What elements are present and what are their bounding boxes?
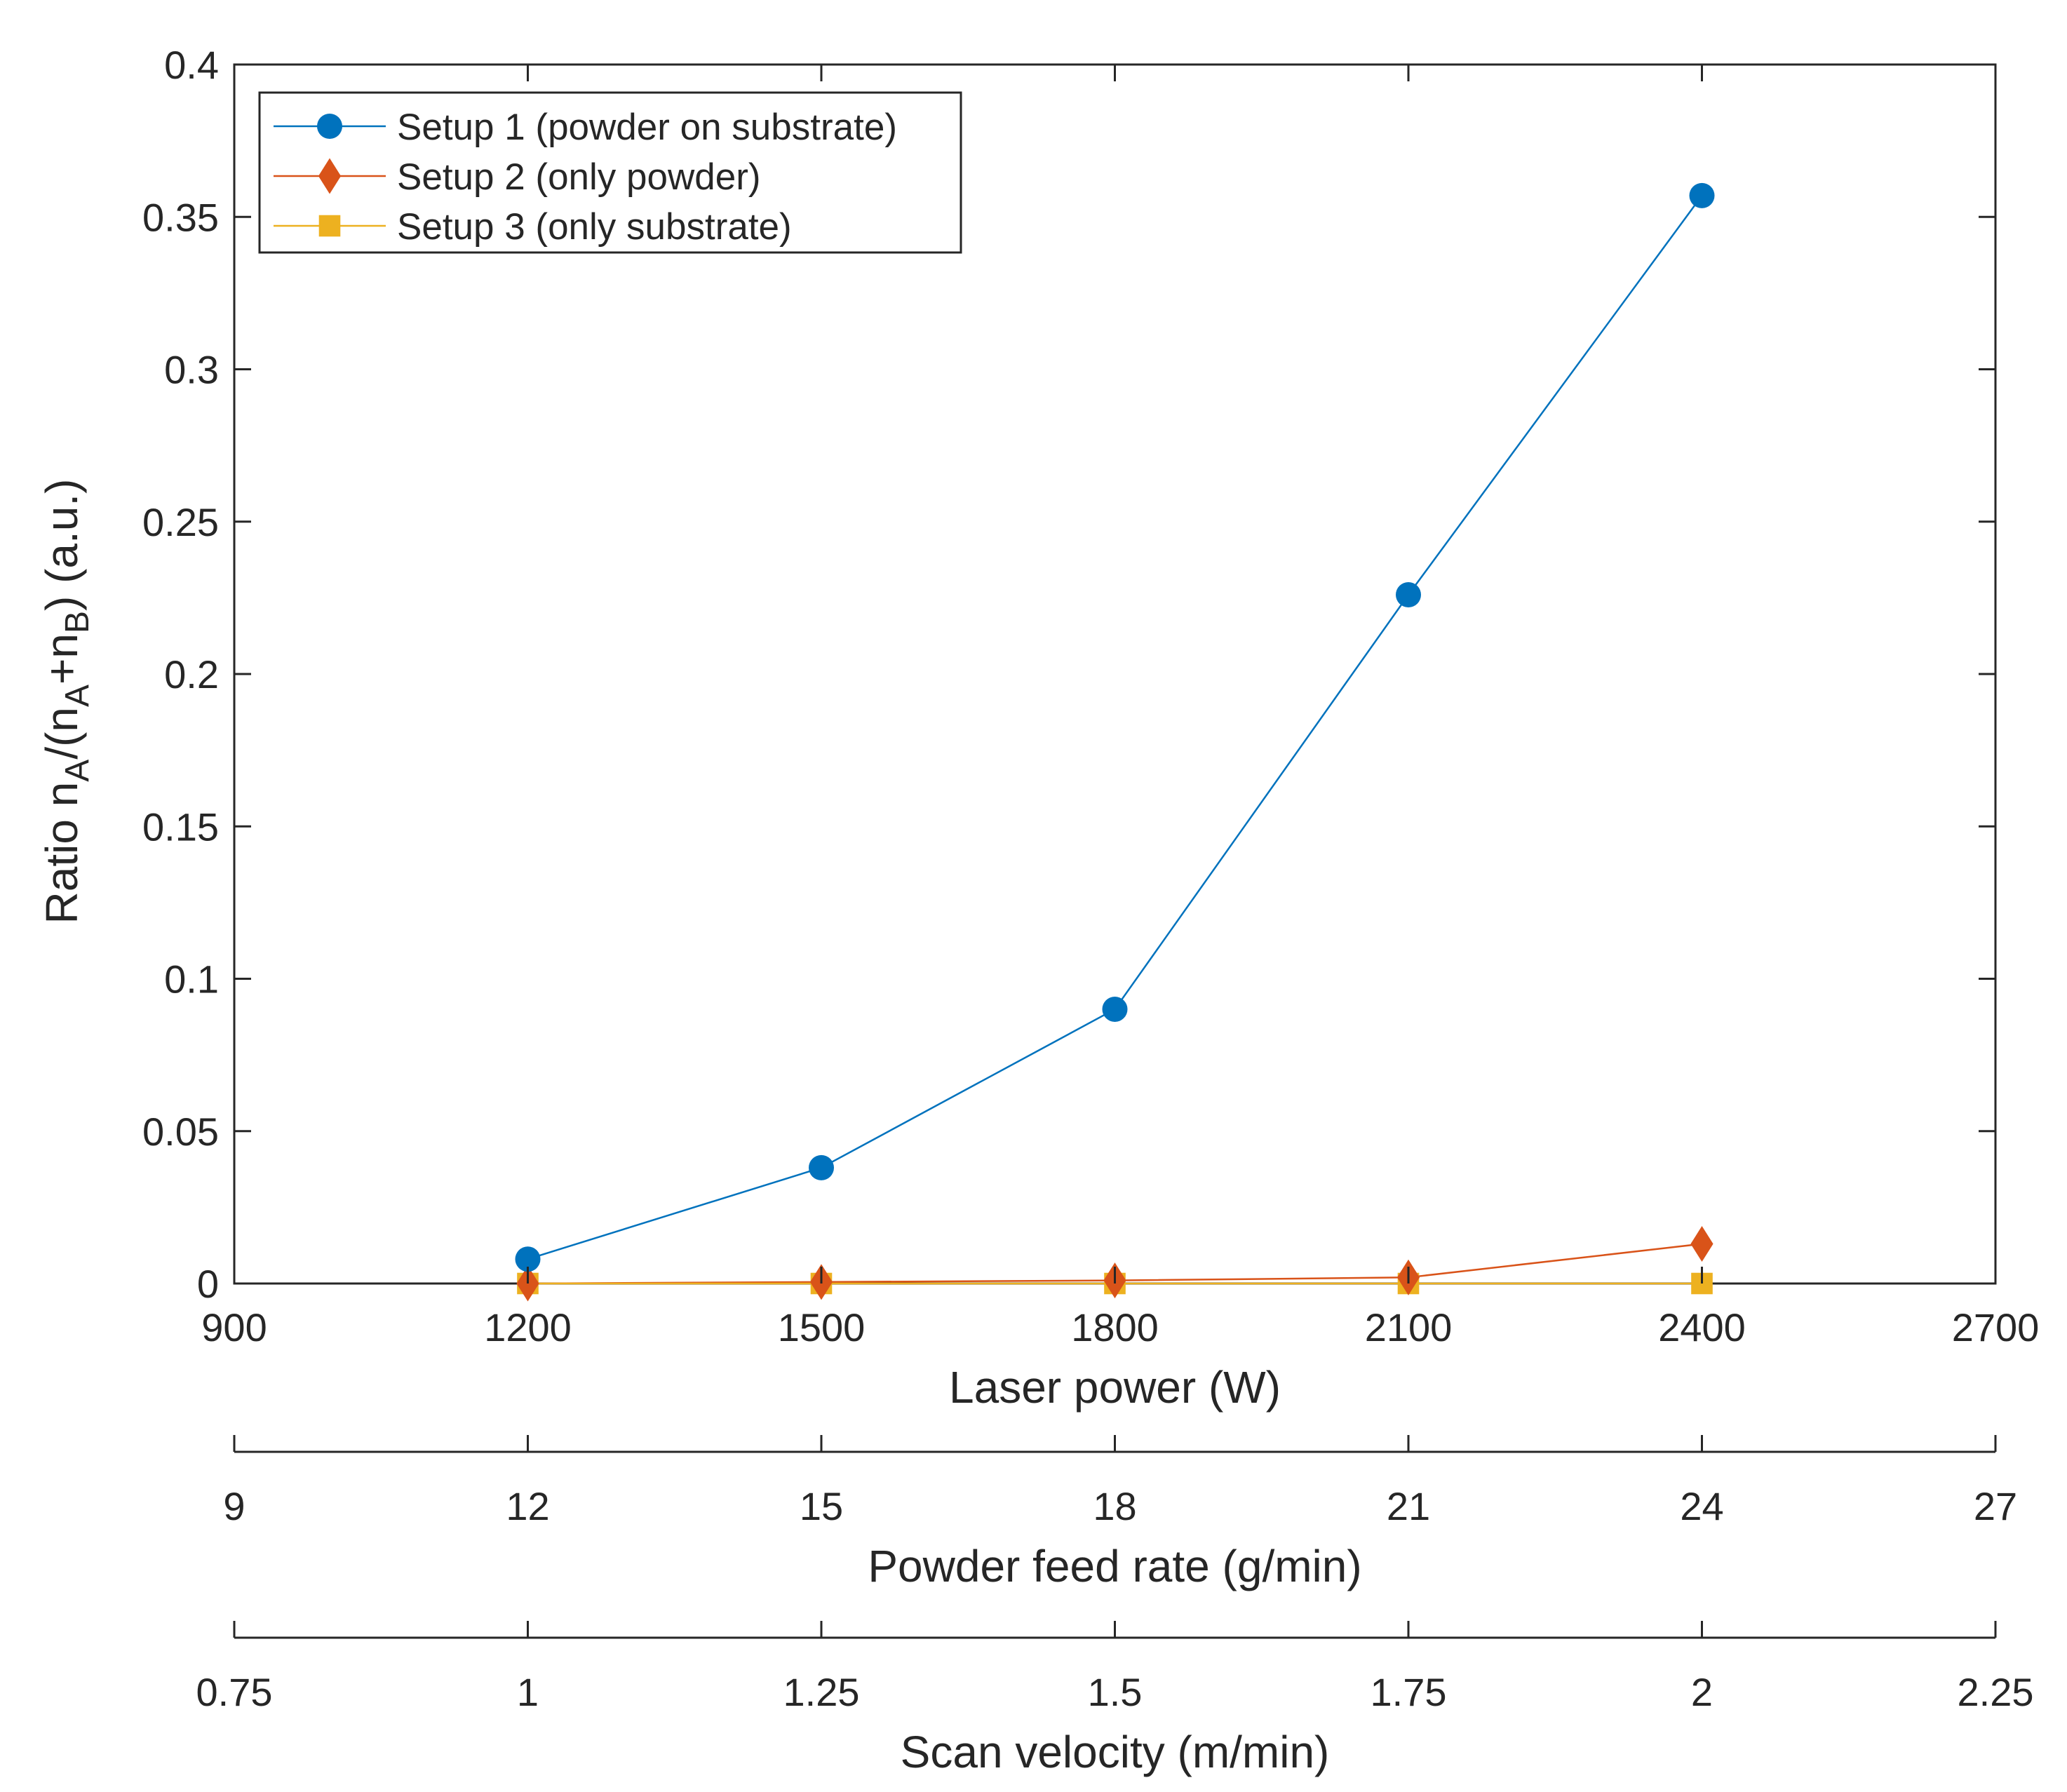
y-tick-label: 0: [197, 1262, 219, 1306]
x-tick-label: 1: [517, 1670, 539, 1714]
x-tick-label: 24: [1680, 1484, 1723, 1528]
x-tick-label: 2400: [1658, 1305, 1746, 1349]
x-tick-label: 9: [223, 1484, 245, 1528]
data-point: [318, 215, 341, 237]
x-tick-label: 27: [1974, 1484, 2017, 1528]
x-axis-title: Powder feed rate (g/min): [868, 1541, 1361, 1591]
x-axis-title: Scan velocity (m/min): [901, 1727, 1330, 1777]
x-tick-label: 1800: [1071, 1305, 1159, 1349]
y-tick-label: 0.25: [142, 500, 219, 544]
x-tick-label: 2100: [1365, 1305, 1453, 1349]
y-tick-label: 0.05: [142, 1110, 219, 1154]
series-line: [527, 195, 1703, 1260]
x-tick-label: 12: [506, 1484, 549, 1528]
x-tick-label: 21: [1387, 1484, 1430, 1528]
x-tick-label: 2700: [1952, 1305, 2040, 1349]
legend-entry: Setup 1 (powder on substrate): [274, 107, 897, 148]
legend-label: Setup 1 (powder on substrate): [397, 107, 897, 148]
x-tick-label: 2: [1691, 1670, 1713, 1714]
x-tick-label: 0.75: [196, 1670, 273, 1714]
x-axis-1: 900 1200 1500 1800 2100 2400 2700 Laser power (…: [201, 65, 2039, 1413]
series-layer: [515, 182, 1715, 1302]
legend-entry: Setup 3 (only substrate): [274, 206, 792, 248]
series-1: [527, 195, 1703, 1260]
x-tick-label: 2.25: [1958, 1670, 2034, 1714]
data-point: [318, 158, 342, 194]
series-markers: [515, 182, 1715, 1272]
legend-entry: Setup 2 (only powder): [274, 156, 761, 198]
data-point: [1690, 1226, 1713, 1262]
legend-label: Setup 2 (only powder): [397, 156, 761, 198]
x-axis-3: 0.75 1 1.25 1.5 1.75 2 2.25 Scan velocity (m/mi…: [196, 1621, 2034, 1777]
x-axes: 900 1200 1500 1800 2100 2400 2700 Laser power (…: [196, 65, 2039, 1777]
data-point: [1102, 996, 1128, 1022]
legend-label: Setup 3 (only substrate): [397, 206, 792, 248]
y-tick-label: 0.1: [164, 957, 219, 1002]
y-axis-title: Ratio nA/(nA+nB) (a.u.): [36, 479, 96, 924]
data-point: [317, 114, 342, 139]
x-axis-2: 9 12 15 18 21 24 27 Powder feed rate (g/min): [223, 1435, 2017, 1591]
x-tick-label: 1.25: [783, 1670, 860, 1714]
data-point: [515, 1246, 541, 1272]
x-axis-title: Laser power (W): [949, 1362, 1281, 1413]
y-axis: 0 0.05 0.1 0.15 0.2 0.25 0.3 0.35 0.4: [142, 43, 1995, 1306]
x-tick-label: 1.5: [1088, 1670, 1143, 1714]
y-tick-label: 0.15: [142, 804, 219, 849]
data-point: [1396, 582, 1421, 608]
x-tick-label: 1200: [484, 1305, 572, 1349]
x-tick-label: 1.75: [1371, 1670, 1447, 1714]
y-tick-label: 0.3: [164, 348, 219, 392]
y-tick-label: 0.35: [142, 195, 219, 239]
x-tick-label: 900: [201, 1305, 267, 1349]
y-tick-label: 0.2: [164, 652, 219, 696]
data-point: [1689, 182, 1715, 208]
legend: Setup 1 (powder on substrate) Setup 2 (on…: [258, 91, 962, 254]
data-point: [809, 1154, 834, 1180]
x-tick-label: 15: [800, 1484, 843, 1528]
x-tick-label: 1500: [778, 1305, 866, 1349]
y-tick-label: 0.4: [164, 43, 219, 87]
x-tick-label: 18: [1093, 1484, 1136, 1528]
